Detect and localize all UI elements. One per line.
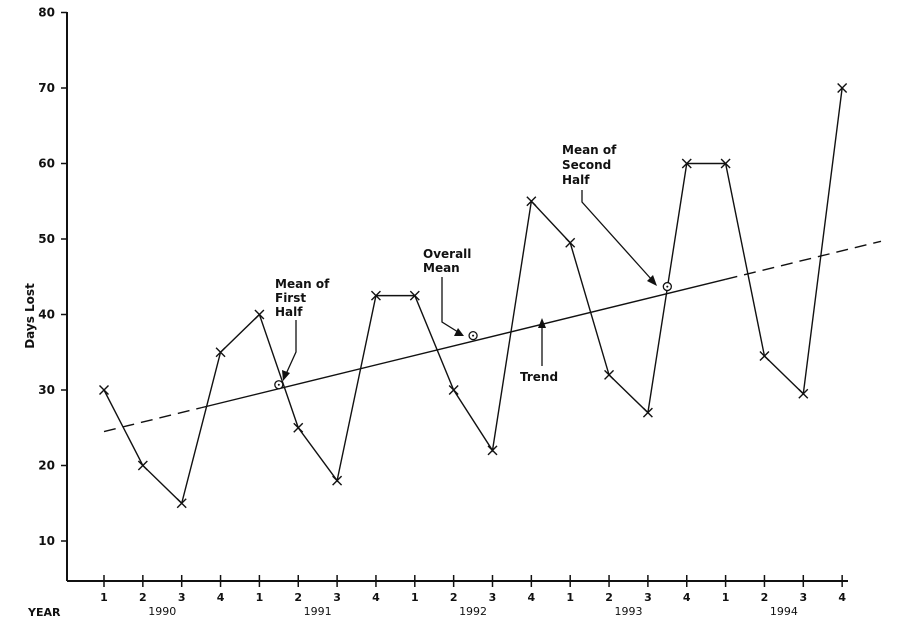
y-tick-label: 80 (38, 6, 55, 20)
x-tick-label: 2 (450, 591, 458, 604)
x-tick-label: 4 (217, 591, 225, 604)
annotation-overall-line-1: Overall (423, 247, 471, 261)
x-tick-label: 3 (333, 591, 341, 604)
arrow-overall-mean (441, 277, 459, 333)
x-tick-label: 1 (566, 591, 574, 604)
year-label: 1990 (148, 605, 176, 618)
mean-point (662, 281, 672, 292)
data-point (176, 498, 187, 509)
mean-point (274, 380, 284, 390)
mean-point (468, 330, 478, 341)
x-ticks: 1 2 3 4 1 2 3 4 1 2 3 4 1 2 3 4 1 2 3 4 (100, 575, 846, 604)
x-tick-label: 2 (139, 591, 147, 604)
y-tick-label: 70 (38, 81, 55, 95)
data-point (254, 309, 265, 320)
year-label: 1993 (614, 605, 642, 618)
x-axis-label: YEAR (27, 606, 61, 619)
data-point (370, 290, 381, 301)
y-tick-label: 30 (38, 383, 55, 397)
data-points (99, 83, 848, 509)
year-label: 1992 (459, 605, 487, 618)
data-point (526, 196, 537, 207)
y-tick-label: 60 (38, 157, 55, 171)
data-point (759, 351, 770, 362)
year-labels: 1990 1991 1992 1993 1994 (148, 605, 798, 618)
data-point (409, 290, 420, 301)
y-tick-label: 40 (38, 308, 55, 322)
annotation-first-line-1: Mean of (275, 277, 330, 291)
annotation-second-line-1: Mean of (562, 143, 617, 157)
y-tick-label: 20 (38, 459, 55, 473)
x-tick-label: 2 (761, 591, 769, 604)
x-tick-label: 1 (256, 591, 264, 604)
data-point (448, 385, 459, 395)
arrow-first-half (285, 320, 297, 375)
y-tick-label: 10 (38, 534, 55, 548)
x-tick-label: 3 (489, 591, 497, 604)
x-tick-label: 1 (411, 591, 419, 604)
data-point (681, 158, 692, 169)
data-point (215, 347, 226, 358)
data-point (293, 422, 304, 433)
trend-dashed-left (103, 407, 202, 433)
arrowhead-overall-mean (454, 328, 464, 336)
arrow-second-half (581, 190, 653, 281)
arrowhead-trend (538, 318, 546, 328)
data-point (99, 385, 109, 395)
annotation-mean-second-half: Mean of Second Half (562, 143, 617, 187)
annotation-overall-line-2: Mean (423, 261, 460, 275)
x-tick-label: 3 (799, 591, 807, 604)
year-label: 1991 (304, 605, 332, 618)
trend-dashed-right (725, 240, 882, 280)
data-point (137, 460, 148, 471)
y-ticks: 10 20 30 40 50 60 70 80 (38, 6, 67, 548)
x-tick-label: 3 (644, 591, 652, 604)
data-point (332, 475, 343, 486)
data-point (798, 388, 809, 399)
x-tick-label: 4 (838, 591, 846, 604)
x-tick-label: 1 (100, 591, 108, 604)
annotation-mean-first-half: Mean of First Half (275, 277, 330, 319)
series-line (103, 87, 843, 505)
annotation-first-line-3: Half (275, 305, 303, 319)
trend-line (103, 240, 882, 433)
y-axis-label: Days Lost (23, 283, 37, 349)
x-tick-label: 3 (178, 591, 186, 604)
trend-solid (200, 278, 726, 409)
arrowhead-second-half (647, 275, 657, 286)
y-tick-label: 50 (38, 232, 55, 246)
data-point (720, 158, 731, 169)
x-tick-label: 4 (683, 591, 691, 604)
data-point (565, 237, 576, 248)
x-tick-label: 2 (294, 591, 302, 604)
data-point (642, 407, 653, 418)
series-polyline (103, 87, 843, 505)
annotation-trend: Trend (520, 370, 558, 384)
data-point (487, 445, 498, 456)
year-label: 1994 (770, 605, 798, 618)
x-tick-label: 2 (605, 591, 613, 604)
x-tick-label: 4 (528, 591, 536, 604)
mean-points (274, 281, 672, 390)
data-point (837, 83, 848, 93)
annotation-second-line-3: Half (562, 173, 590, 187)
annotation-second-line-2: Second (562, 158, 611, 172)
arrowhead-first-half (282, 370, 290, 381)
annotation-overall-mean: Overall Mean (423, 247, 471, 275)
x-tick-label: 4 (372, 591, 380, 604)
annotation-first-line-2: First (275, 291, 306, 305)
data-point (604, 369, 615, 380)
x-tick-label: 1 (722, 591, 730, 604)
